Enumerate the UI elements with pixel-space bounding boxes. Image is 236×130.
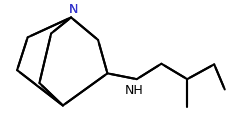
Text: N: N (69, 3, 78, 16)
Text: N: N (69, 3, 78, 16)
Text: NH: NH (125, 84, 144, 97)
